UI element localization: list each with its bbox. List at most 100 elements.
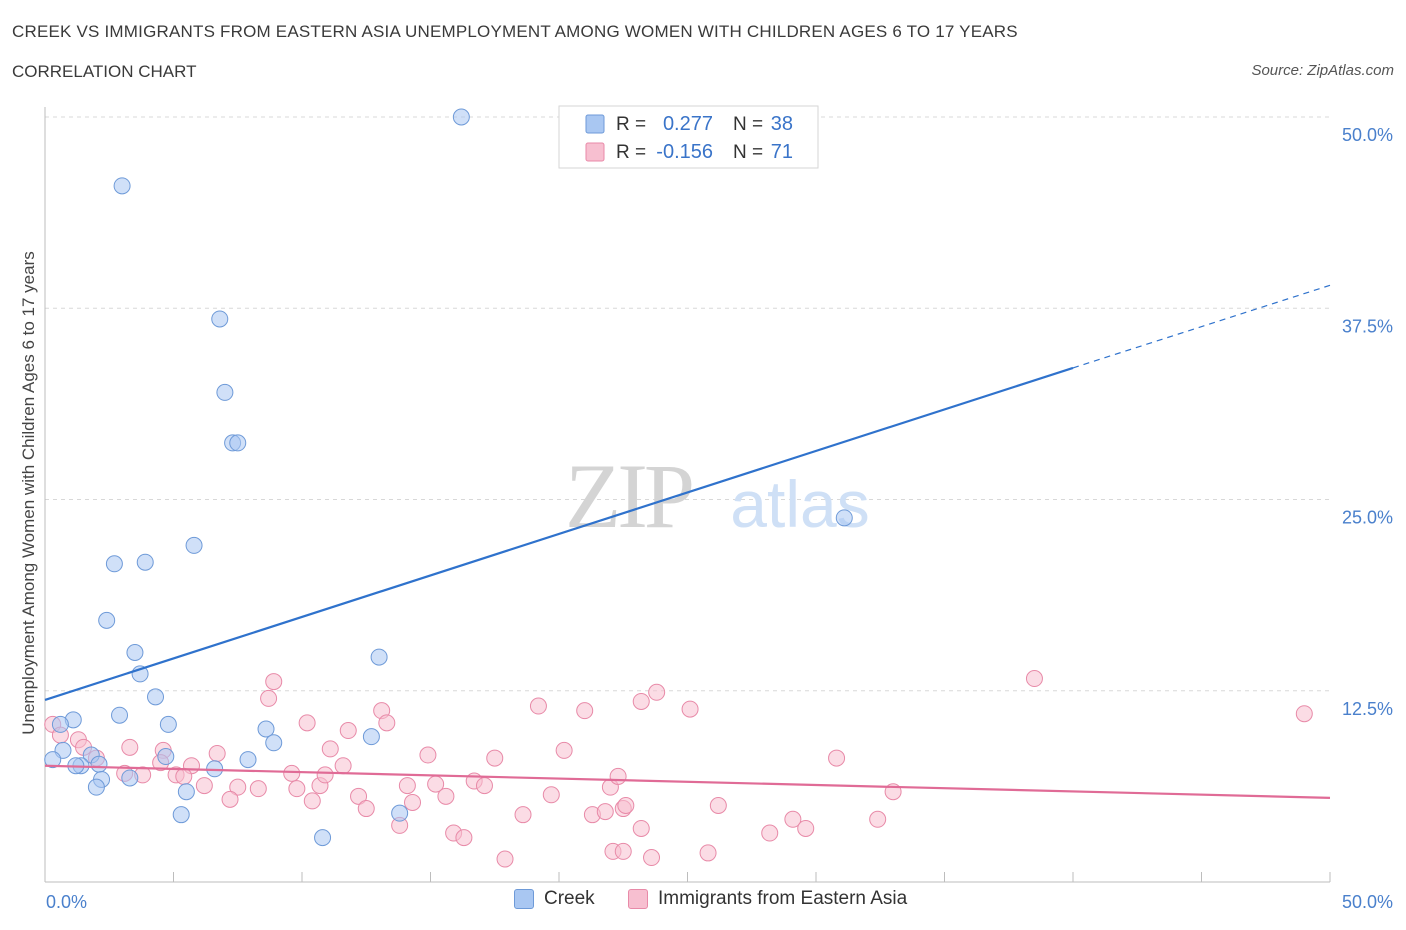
y-tick-label: 50.0% <box>1342 125 1393 145</box>
creek-series <box>44 108 853 847</box>
stats-n-label-immigrants: N = <box>733 142 763 163</box>
immigrants-point <box>350 787 368 805</box>
immigrants-point <box>404 793 422 811</box>
immigrants-point <box>1295 705 1313 723</box>
creek-point <box>90 755 108 773</box>
legend-label-immigrants: Immigrants from Eastern Asia <box>658 888 908 909</box>
creek-point <box>177 783 195 801</box>
immigrants-point <box>378 714 396 732</box>
legend-swatch-immigrants <box>628 889 648 909</box>
legend-label-creek: Creek <box>544 888 595 909</box>
creek-point <box>172 806 190 824</box>
immigrants-series <box>44 670 1313 868</box>
immigrants-point <box>175 767 193 785</box>
creek-point <box>314 829 332 847</box>
immigrants-point <box>869 810 887 828</box>
watermark-atlas: atlas <box>730 467 869 541</box>
creek-point <box>111 706 129 724</box>
creek-point <box>157 748 175 766</box>
immigrants-point <box>529 697 547 715</box>
creek-point <box>44 751 62 769</box>
immigrants-point <box>321 740 339 758</box>
immigrants-point <box>298 714 316 732</box>
y-tick-label: 37.5% <box>1342 316 1393 336</box>
immigrants-point <box>609 767 627 785</box>
creek-point <box>185 536 203 554</box>
creek-point <box>126 644 144 661</box>
immigrants-point <box>121 738 139 756</box>
immigrants-point <box>797 819 815 837</box>
immigrants-point <box>1025 670 1043 688</box>
chart-subtitle: CORRELATION CHART <box>12 62 197 81</box>
immigrants-point <box>208 744 226 762</box>
immigrants-point <box>514 806 532 824</box>
legend-swatch-creek <box>514 889 534 909</box>
creek-point <box>147 688 165 706</box>
stats-legend: R = 0.277 N = 38 R = -0.156 N = 71 <box>558 105 819 169</box>
immigrants-point <box>419 746 437 764</box>
creek-point <box>105 555 123 573</box>
immigrants-point <box>339 722 357 740</box>
y-tick-label: 12.5% <box>1342 699 1393 719</box>
stats-n-value-immigrants: 71 <box>771 141 793 163</box>
immigrants-point <box>334 757 352 775</box>
immigrants-point <box>486 749 504 767</box>
immigrants-point <box>632 692 650 710</box>
watermark-zip: ZIP <box>565 445 692 547</box>
immigrants-point <box>576 702 594 720</box>
stats-r-label-creek: R = <box>616 114 646 135</box>
immigrants-point <box>288 780 306 798</box>
immigrants-point <box>617 797 635 814</box>
immigrants-point <box>475 777 493 795</box>
creek-point <box>239 751 257 769</box>
x-min-label: 0.0% <box>46 892 87 912</box>
creek-point <box>216 383 234 401</box>
immigrants-point <box>648 683 666 701</box>
creek-point <box>51 715 69 733</box>
immigrants-point <box>303 792 321 810</box>
immigrants-point <box>283 764 301 782</box>
immigrants-point <box>195 777 213 795</box>
immigrants-point <box>643 849 661 867</box>
immigrants-point <box>555 741 573 759</box>
creek-point <box>87 778 105 796</box>
creek-point <box>370 648 388 666</box>
creek-point <box>362 728 380 746</box>
creek-trend-line <box>44 366 1074 701</box>
creek-point <box>452 108 470 126</box>
immigrants-point <box>542 786 560 804</box>
creek-point <box>211 310 229 328</box>
grid-lines <box>45 116 1330 692</box>
stats-swatch-creek <box>585 114 605 134</box>
creek-point <box>265 734 283 752</box>
stats-n-value-creek: 38 <box>771 113 793 135</box>
source-label: Source: ZipAtlas.com <box>1251 62 1394 79</box>
stats-r-value-creek: 0.277 <box>663 113 713 135</box>
immigrants-point <box>828 749 846 767</box>
x-max-label: 50.0% <box>1342 892 1393 912</box>
immigrants-point <box>398 777 416 795</box>
creek-point <box>121 769 139 787</box>
watermark: ZIP atlas <box>565 445 870 547</box>
immigrants-point <box>614 842 632 860</box>
immigrants-point <box>699 844 717 862</box>
immigrants-point <box>249 780 267 798</box>
trend-lines <box>44 284 1331 799</box>
immigrants-point <box>260 689 278 707</box>
tick-labels: 12.5% 25.0% 37.5% 50.0% <box>1342 125 1393 719</box>
creek-point <box>159 715 177 733</box>
immigrants-point <box>496 850 514 868</box>
y-tick-label: 25.0% <box>1342 508 1393 528</box>
creek-point <box>113 177 131 195</box>
creek-trend-extension <box>1072 284 1331 369</box>
immigrants-point <box>265 673 283 691</box>
y-axis-title: Unemployment Among Women with Children A… <box>19 251 38 735</box>
immigrants-point <box>761 824 779 842</box>
immigrants-point <box>596 803 614 821</box>
immigrants-point <box>221 790 239 808</box>
creek-point <box>835 509 853 527</box>
creek-point <box>229 434 247 452</box>
immigrants-trend-line <box>44 764 1331 799</box>
immigrants-point <box>357 800 375 818</box>
